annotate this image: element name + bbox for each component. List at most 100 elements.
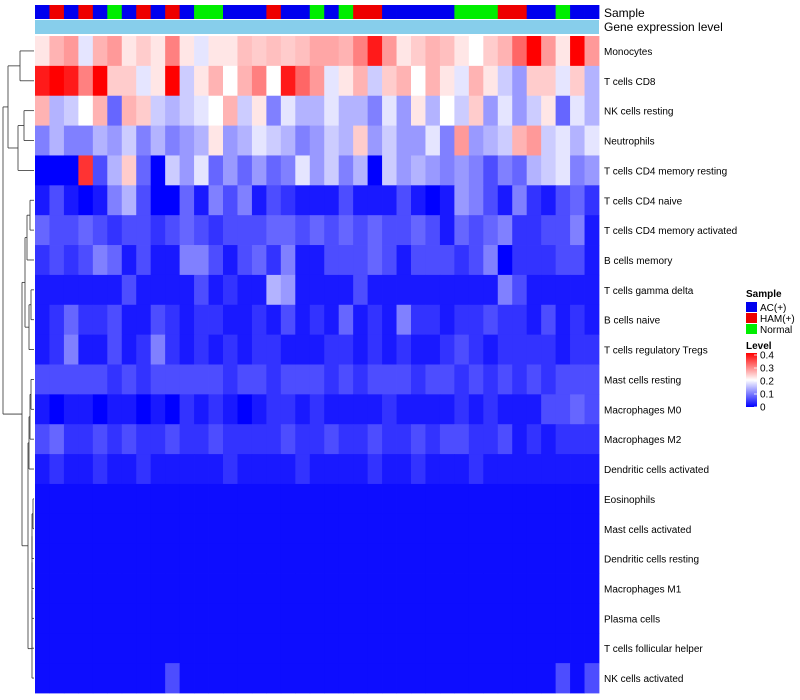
sample-cell [309,5,325,19]
heatmap-cell [483,185,499,216]
heatmap-cell [49,65,65,97]
heatmap-cell [338,633,354,664]
heatmap-cell [295,424,311,455]
heatmap-cell [295,125,311,156]
row-label: Neutrophils [604,137,655,148]
heatmap-cell [237,663,253,694]
heatmap-cell [324,424,340,455]
heatmap-cell [309,513,325,545]
heatmap-cell [49,185,65,216]
heatmap-cell [338,603,354,634]
heatmap-cell [78,274,94,306]
heatmap-cell [483,125,499,156]
heatmap-cell [396,65,412,97]
heatmap-cell [107,513,123,545]
heatmap-cell [295,155,311,186]
heatmap-cell [309,185,325,216]
heatmap-cell [526,65,542,97]
heatmap-cell [150,364,166,395]
heatmap-cell [136,215,152,246]
heatmap-cell [454,424,470,455]
heatmap-cell [570,364,585,395]
heatmap-cell [425,155,441,186]
sample-cell [324,5,340,19]
heatmap-cell [512,424,528,455]
heatmap-cell [194,185,209,216]
heatmap-cell [584,95,600,126]
heatmap-cell [454,125,470,156]
heatmap-cell [78,603,94,634]
heatmap-cell [584,215,600,246]
heatmap-cell [49,663,65,694]
heatmap-cell [35,36,50,67]
heatmap-cell [295,543,311,574]
heatmap-cell [223,274,238,306]
heatmap-cell [136,125,152,156]
heatmap-cell [454,36,470,67]
heatmap-cell [92,603,108,634]
heatmap-cell [439,185,455,216]
heatmap-cell [541,125,557,156]
heatmap-cell [208,543,224,574]
heatmap-cell [179,125,195,156]
heatmap-cell [136,155,152,186]
heatmap-cell [208,663,224,694]
heatmap-cell [382,215,397,246]
heatmap-cell [309,65,325,97]
heatmap-cell [338,304,354,336]
row-label: B cells naive [604,316,661,327]
heatmap-cell [49,454,65,485]
heatmap-cell [512,364,528,395]
heatmap-cell [35,304,50,336]
heatmap-cell [295,454,311,485]
heatmap-cell [570,394,585,425]
sample-cell [439,5,455,19]
heatmap-cell [92,573,108,604]
heatmap-cell [338,36,354,67]
heatmap-cell [35,155,50,186]
heatmap-cell [165,215,181,246]
heatmap-cell [555,573,571,604]
heatmap-cell [150,454,166,485]
sample-legend-swatch [746,313,757,323]
heatmap-cell [584,663,600,694]
sample-cell [208,5,224,19]
sample-cell [107,5,123,19]
heatmap-cell [309,633,325,664]
heatmap-cell [280,454,296,485]
heatmap-cell [367,245,383,276]
heatmap-cell [165,424,181,455]
heatmap-cell [266,454,282,485]
heatmap-cell [150,573,166,604]
heatmap-cell [512,543,528,574]
heatmap-cell [208,513,224,545]
heatmap-cell [49,304,65,336]
heatmap-cell [150,513,166,545]
heatmap-cell [251,95,267,126]
heatmap-cell [512,304,528,336]
heatmap-cell [570,633,585,664]
heatmap-cell [223,95,238,126]
heatmap-cell [251,125,267,156]
heatmap-cell [425,663,441,694]
heatmap-cell [584,424,600,455]
heatmap-cell [121,274,137,306]
heatmap-cell [223,543,238,574]
heatmap-cell [468,573,484,604]
heatmap-cell [425,364,441,395]
heatmap-cell [396,155,412,186]
heatmap-cell [78,573,94,604]
heatmap-cell [179,633,195,664]
sample-legend-label: AC(+) [760,303,786,314]
heatmap-cell [396,483,412,515]
heatmap-cell [411,304,426,336]
heatmap-cell [382,603,397,634]
heatmap-cell [194,394,209,425]
heatmap-cell [295,215,311,246]
heatmap-cell [280,394,296,425]
heatmap-cell [497,155,513,186]
heatmap-cell [35,483,50,515]
heatmap-cell [454,95,470,126]
sample-cell [425,5,441,19]
heatmap-cell [35,394,50,425]
